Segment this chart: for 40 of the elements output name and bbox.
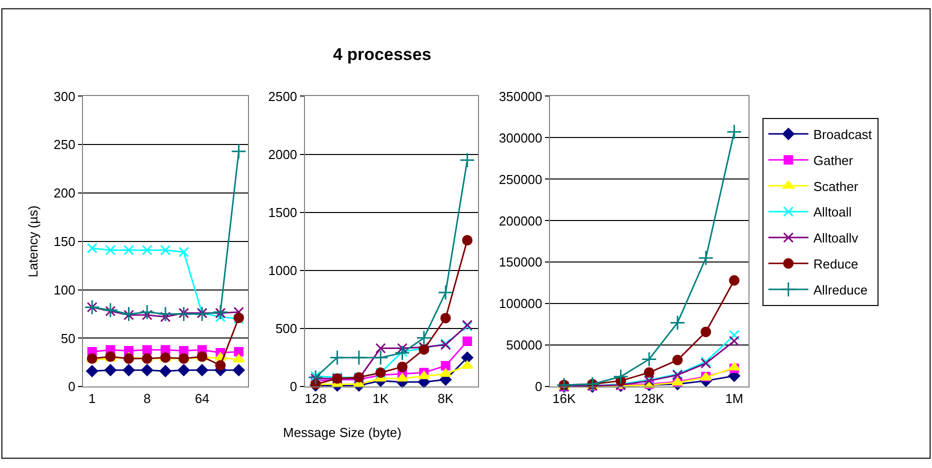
x-tick-label: 1M [725, 391, 744, 406]
y-tick-label: 0 [68, 379, 76, 394]
y-tick-label: 100 [54, 282, 76, 298]
legend-label: Alltoallv [813, 230, 859, 246]
y-tick-label: 100000 [498, 296, 542, 312]
y-tick-label: 150 [54, 234, 76, 249]
x-tick-label: 128 [304, 391, 326, 406]
y-tick-label: 250 [54, 137, 76, 152]
x-tick-label: 1 [88, 391, 96, 406]
legend-label: Allreduce [813, 282, 868, 298]
y-tick-label: 300000 [498, 130, 542, 146]
legend-label: Scather [813, 178, 859, 194]
chart-title: 4 processes [333, 45, 432, 64]
y-tick-label: 200 [54, 186, 76, 201]
y-tick-label: 0 [535, 379, 542, 394]
y-tick-label: 350000 [498, 88, 542, 104]
y-tick-label: 50000 [506, 338, 542, 353]
x-tick-label: 1K [372, 391, 389, 406]
legend-label: Broadcast [813, 127, 872, 142]
y-axis-title: Latency (µs) [26, 206, 41, 278]
legend-label: Gather [813, 152, 854, 168]
y-tick-label: 1000 [268, 263, 298, 278]
y-tick-label: 2000 [268, 146, 298, 162]
y-tick-label: 50 [60, 330, 76, 346]
x-tick-label: 16K [552, 391, 576, 406]
x-tick-label: 128K [634, 391, 665, 406]
y-tick-label: 300 [54, 88, 76, 104]
legend-label: Alltoall [813, 204, 852, 220]
y-tick-label: 200000 [498, 213, 542, 228]
x-axis-title: Message Size (byte) [283, 425, 402, 440]
y-tick-label: 150000 [498, 254, 542, 270]
y-tick-label: 0 [290, 379, 298, 394]
x-tick-label: 8 [143, 391, 151, 406]
y-tick-label: 250000 [498, 172, 542, 187]
y-tick-label: 1500 [268, 204, 298, 220]
x-tick-label: 8K [438, 391, 454, 406]
x-tick-label: 64 [194, 391, 210, 406]
y-tick-label: 500 [275, 321, 298, 336]
y-tick-label: 2500 [268, 88, 298, 104]
legend-label: Reduce [813, 256, 858, 272]
